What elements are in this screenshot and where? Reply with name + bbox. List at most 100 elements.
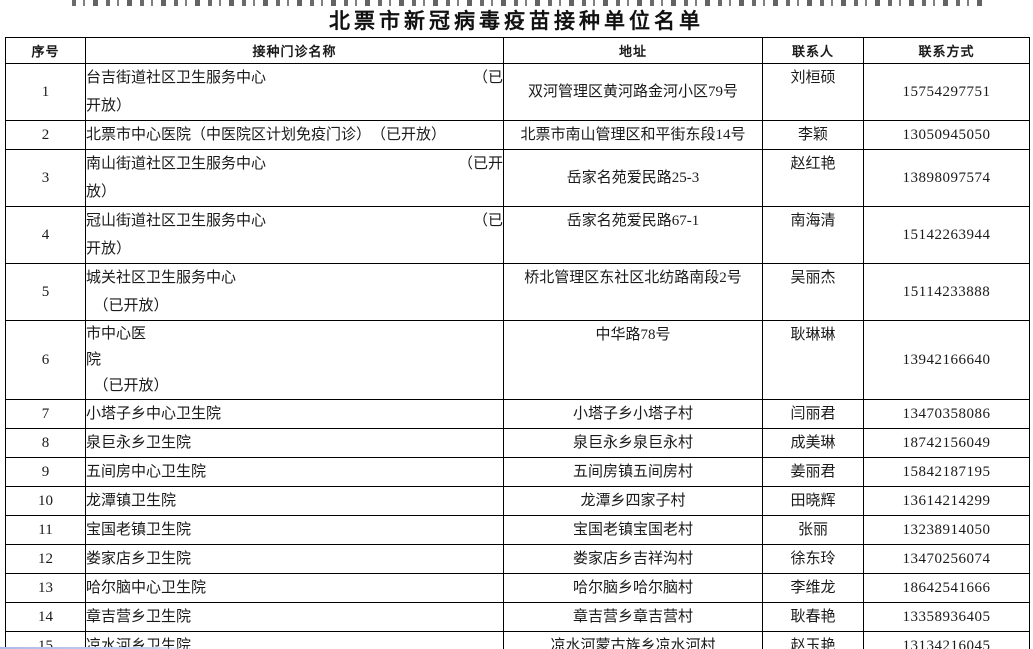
cell-name: 娄家店乡卫生院 [85,544,504,574]
cell-address: 龙潭乡四家子村 [503,486,763,516]
cell-no: 10 [5,486,86,516]
cell-address: 娄家店乡吉祥沟村 [503,544,763,574]
table-row: 1 台吉街道社区卫生服务中心 （已 开放） 双河管理区黄河路金河小区79号 刘桓硕 1575… [5,63,1030,121]
cell-phone: 15114233888 [863,263,1030,321]
clinic-name-text: 市中心医 [86,326,147,342]
cell-no: 8 [5,428,86,458]
table-row: 12 娄家店乡卫生院 娄家店乡吉祥沟村 徐东玲 13470256074 [5,544,1030,574]
clinic-name-text: 冠山街道社区卫生服务中心 [86,213,267,229]
clinic-name-text: 台吉街道社区卫生服务中心 [86,70,267,86]
cell-name: 泉巨永乡卫生院 [85,428,504,458]
table-row: 10 龙潭镇卫生院 龙潭乡四家子村 田晓辉 13614214299 [5,486,1030,516]
cell-name: 城关社区卫生服务中心 （已开放） [85,263,504,321]
header-cell-3: 联系人 [762,37,864,64]
clinic-name-text: 凉水河乡卫生院 [86,638,192,649]
clinic-name-line: 章吉营乡卫生院 [86,604,503,631]
cell-address: 宝国老镇宝国老村 [503,515,763,545]
cell-address: 凉水河蒙古族乡凉水河村 [503,631,763,649]
clinic-name-line: （已开放） [86,373,503,399]
table-row: 15 凉水河乡卫生院 凉水河蒙古族乡凉水河村 赵玉艳 13134216045 [5,631,1030,649]
cell-address: 小塔子乡小塔子村 [503,399,763,429]
cell-phone: 15754297751 [863,63,1030,121]
clinic-name-text: （已开放） [86,378,169,394]
clinic-name-text: 放） [86,184,117,200]
cell-contact: 田晓辉 [762,486,864,516]
clinic-name-line: 城关社区卫生服务中心 [86,265,503,293]
cell-no: 5 [5,263,86,321]
clipped-text-fragments [72,0,984,6]
table-row: 4 冠山街道社区卫生服务中心 （已 开放） 岳家名苑爱民路67-1 南海清 15142263… [5,206,1030,264]
cell-contact: 成美琳 [762,428,864,458]
clinic-name-line: 小塔子乡中心卫生院 [86,401,503,428]
clinic-name-line: 哈尔脑中心卫生院 [86,575,503,602]
cell-no: 6 [5,320,86,400]
cell-address: 北票市南山管理区和平街东段14号 [503,120,763,150]
cell-name: 龙潭镇卫生院 [85,486,504,516]
header-cell-1: 接种门诊名称 [85,37,504,64]
clinic-name-line: （已开放） [87,292,503,320]
clinic-name-line: 放） [86,178,503,206]
cell-name: 南山街道社区卫生服务中心 （已开放） [85,149,504,207]
table-row: 6 市中心医院 （已开放） 中华路78号 耿琳琳 13942166640 [5,320,1030,400]
table-row: 3 南山街道社区卫生服务中心 （已开 放） 岳家名苑爱民路25-3 赵红艳 13898097… [5,149,1030,207]
cell-no: 13 [5,573,86,603]
clinic-name-line: 开放） [86,235,503,263]
cell-address: 哈尔脑乡哈尔脑村 [503,573,763,603]
clinic-name-line: 北票市中心医院（中医院区计划免疫门诊） （已开放） [86,122,503,149]
clinic-name-text: 龙潭镇卫生院 [86,493,177,509]
cell-phone: 13134216045 [863,631,1030,649]
cell-phone: 15142263944 [863,206,1030,264]
header-cell-0: 序号 [5,37,86,64]
cell-address: 桥北管理区东社区北纺路南段2号 [503,263,763,321]
clinic-name-suffix: （已 [472,70,503,86]
table-row: 5 城关社区卫生服务中心 （已开放） 桥北管理区东社区北纺路南段2号 吴丽杰 15114… [5,263,1030,321]
table-row: 8 泉巨永乡卫生院 泉巨永乡泉巨永村 成美琳 18742156049 [5,428,1030,458]
cell-phone: 18742156049 [863,428,1030,458]
clinic-name-text: 娄家店乡卫生院 [86,551,192,567]
table-header-row: 序号 接种门诊名称 地址 联系人 联系方式 [5,37,1030,64]
clinic-name-line: 开放） [86,92,503,120]
cell-contact: 闫丽君 [762,399,864,429]
clinic-name-line: 宝国老镇卫生院 [86,517,503,544]
cell-no: 9 [5,457,86,487]
clinic-name-text: 北票市中心医院（中医院区计划免疫门诊） （已开放） [86,127,447,143]
cell-no: 2 [5,120,86,150]
cell-contact: 赵红艳 [762,149,864,207]
clinic-name-text: 泉巨永乡卫生院 [86,435,192,451]
page-title: 北票市新冠病毒疫苗接种单位名单 [329,10,704,33]
vaccination-units-table: 序号 接种门诊名称 地址 联系人 联系方式 1 台吉街道社区卫生服务中心 （已 开放） 双河管理… [5,37,1030,649]
clinic-name-text: 章吉营乡卫生院 [86,609,192,625]
clinic-name-line: 冠山街道社区卫生服务中心 （已 [86,208,503,236]
clinic-name-line: 五间房中心卫生院 [87,459,503,486]
clinic-name-text: 小塔子乡中心卫生院 [86,406,222,422]
cell-contact: 刘桓硕 [762,63,864,121]
cell-contact: 张丽 [762,515,864,545]
cell-phone: 13238914050 [863,515,1030,545]
table-body: 1 台吉街道社区卫生服务中心 （已 开放） 双河管理区黄河路金河小区79号 刘桓硕 1575… [5,63,1030,649]
cell-contact: 南海清 [762,206,864,264]
clinic-name-suffix: （已开 [457,156,503,172]
clinic-name-suffix: （已 [472,213,503,229]
header-cell-4: 联系方式 [863,37,1030,64]
clinic-name-text: 哈尔脑中心卫生院 [86,580,207,596]
cell-name: 市中心医院 （已开放） [85,320,504,400]
cell-contact: 耿琳琳 [762,320,864,400]
clinic-name-line: 凉水河乡卫生院 [86,633,503,649]
cell-name: 北票市中心医院（中医院区计划免疫门诊） （已开放） [85,120,504,150]
cell-name: 宝国老镇卫生院 [85,515,504,545]
cell-phone: 13614214299 [863,486,1030,516]
clinic-name-line: 南山街道社区卫生服务中心 （已开 [86,151,503,179]
cell-address: 中华路78号 [503,320,763,400]
table-row: 7 小塔子乡中心卫生院 小塔子乡小塔子村 闫丽君 13470358086 [5,399,1030,429]
clinic-name-text: 宝国老镇卫生院 [86,522,192,538]
clinic-name-text: 开放） [86,241,132,257]
clinic-name-text: 开放） [86,98,132,114]
cell-phone: 13470256074 [863,544,1030,574]
clinic-name-text: 南山街道社区卫生服务中心 [86,156,267,172]
cell-address: 五间房镇五间房村 [503,457,763,487]
cell-phone: 18642541666 [863,573,1030,603]
table-row: 14 章吉营乡卫生院 章吉营乡章吉营村 耿春艳 13358936405 [5,602,1030,632]
cell-no: 12 [5,544,86,574]
clinic-name-text: 城关社区卫生服务中心 [86,270,237,286]
